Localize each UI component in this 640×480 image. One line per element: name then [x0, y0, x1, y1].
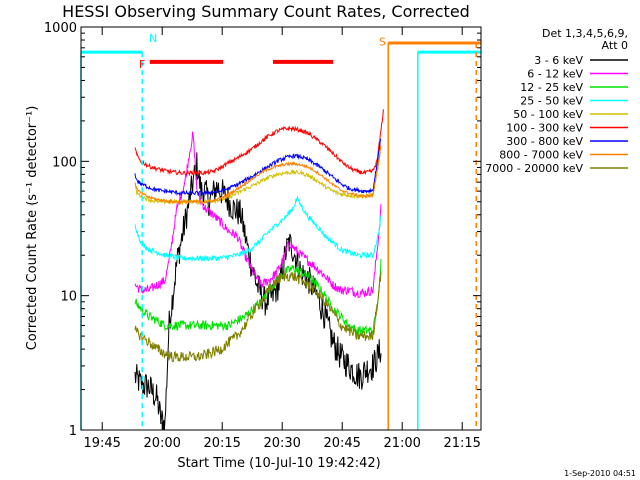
- legend-header-line1: Det 1,3,4,5,6,9,: [542, 27, 628, 40]
- y-tick-label: 1000: [44, 21, 77, 36]
- x-tick-label: 20:00: [143, 436, 180, 451]
- flags-layer: NF S: [80, 32, 481, 430]
- y-tick-label: 100: [52, 155, 77, 170]
- series-line-8: [134, 270, 382, 363]
- flag-label: N: [149, 32, 157, 45]
- flag-label: S: [379, 35, 386, 48]
- legend-label: 6 - 12 keV: [527, 68, 583, 81]
- plot-frame: [80, 26, 482, 431]
- x-axis-label: Start Time (10-Jul-10 19:42:42): [177, 456, 380, 471]
- chart-title: HESSI Observing Summary Count Rates, Cor…: [62, 2, 470, 21]
- series-line-6: [134, 138, 382, 197]
- x-tick-label: 19:45: [83, 436, 120, 451]
- footer-date: 1-Sep-2010 04:51: [564, 469, 636, 478]
- legend-label: 300 - 800 keV: [506, 135, 583, 148]
- series-line-3: [134, 195, 382, 263]
- x-tick-label: 20:45: [323, 436, 360, 451]
- series-line-7: [134, 144, 382, 205]
- legend-label: 25 - 50 keV: [520, 95, 583, 108]
- legend-label: 7000 - 20000 keV: [485, 162, 583, 175]
- y-axis-label: Corrected Count Rate (s⁻¹ detector⁻¹): [25, 106, 40, 351]
- series-line-1: [134, 131, 382, 299]
- axes-layer: 1 10 100 1000 19:45 20:00 20:15 20:30 20:45 21:00…: [44, 21, 481, 451]
- legend-label: 100 - 300 keV: [506, 122, 583, 135]
- x-tick-label: 20:30: [263, 436, 300, 451]
- x-tick-label: 20:15: [203, 436, 240, 451]
- y-tick-label: 1: [69, 424, 77, 439]
- y-tick-label: 10: [60, 290, 77, 305]
- x-tick-label: 21:00: [383, 436, 420, 451]
- series-line-4: [134, 151, 382, 206]
- legend-label: 12 - 25 keV: [520, 81, 583, 94]
- x-tick-label: 21:15: [443, 436, 480, 451]
- flag-label: F: [139, 58, 145, 71]
- plot-area: NF S: [80, 26, 482, 431]
- legend-label: 3 - 6 keV: [534, 54, 583, 67]
- legend-header-line2: Att 0: [602, 39, 628, 52]
- legend-label: 800 - 7000 keV: [499, 149, 583, 162]
- legend-label: 50 - 100 keV: [513, 108, 583, 121]
- series-line-0: [134, 152, 382, 430]
- series-line-5: [134, 109, 384, 177]
- series-layer: [134, 109, 384, 430]
